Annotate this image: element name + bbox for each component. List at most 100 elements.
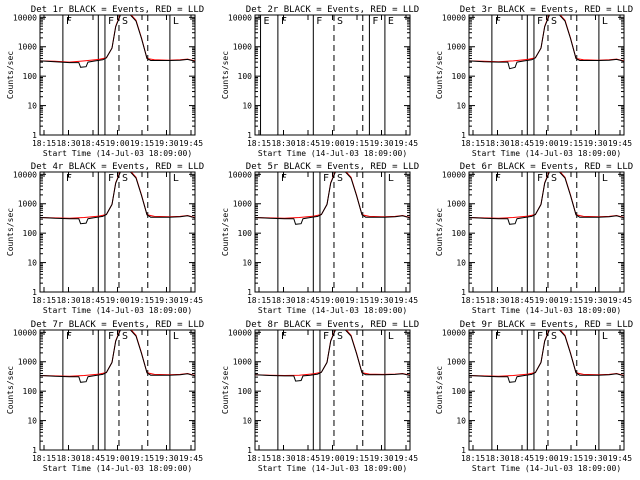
detector-panel: Det 7r BLACK = Events, RED = LLD 1 10 100 10… xyxy=(6,320,204,473)
interval-marker-label: L xyxy=(602,16,608,27)
y-axis-label: Counts/sec xyxy=(221,208,230,256)
y-tick-label: 10 xyxy=(27,259,37,268)
y-tick-label: 10 xyxy=(242,417,252,426)
detector-panel: Det 4r BLACK = Events, RED = LLD 1 10 100 10… xyxy=(6,162,204,315)
interval-marker-label: S xyxy=(551,331,557,342)
interval-marker-label: S xyxy=(337,16,343,27)
interval-marker-label: F xyxy=(323,331,329,342)
x-tick-label: 19:30 xyxy=(369,454,393,463)
x-tick-label: 18:45 xyxy=(510,454,534,463)
x-tick-label: 18:15 xyxy=(32,454,56,463)
x-tick-label: 19:45 xyxy=(179,139,203,148)
interval-marker-label: S xyxy=(337,331,343,342)
series-group xyxy=(469,15,624,70)
y-tick-label: 1 xyxy=(32,131,37,140)
x-tick-label: 19:45 xyxy=(179,296,203,305)
x-tick-label: 18:15 xyxy=(32,296,56,305)
y-tick-label: 100 xyxy=(452,229,467,238)
y-tick-label: 10 xyxy=(456,259,466,268)
x-tick-label: 19:00 xyxy=(105,139,129,148)
interval-marker-label: S xyxy=(551,16,557,27)
x-tick-label: 18:30 xyxy=(56,454,80,463)
plot-title: Det 9r BLACK = Events, RED = LLD xyxy=(460,320,633,330)
x-tick-label: 18:30 xyxy=(485,454,509,463)
interval-marker-label: L xyxy=(173,16,179,27)
x-tick-label: 19:30 xyxy=(583,454,607,463)
y-tick-label: 1000 xyxy=(233,200,252,209)
x-axis-label: Start Time (14-Jul-03 18:09:00) xyxy=(472,306,621,315)
interval-marker-label: L xyxy=(173,173,179,184)
y-axis-label: Counts/sec xyxy=(435,366,444,414)
x-axis-label: Start Time (14-Jul-03 18:09:00) xyxy=(43,149,192,158)
y-tick-label: 1000 xyxy=(18,43,37,52)
y-tick-label: 10000 xyxy=(442,170,466,179)
y-axis-label: Counts/sec xyxy=(221,51,230,99)
y-tick-label: 100 xyxy=(23,72,38,81)
y-tick-label: 1 xyxy=(32,446,37,455)
y-tick-label: 10000 xyxy=(13,328,37,337)
x-tick-label: 18:15 xyxy=(461,139,485,148)
x-axis-label: Start Time (14-Jul-03 18:09:00) xyxy=(472,149,621,158)
y-axis-label: Counts/sec xyxy=(6,208,15,256)
interval-marker-label: F xyxy=(66,16,72,27)
x-tick-label: 19:00 xyxy=(320,296,344,305)
y-tick-label: 10000 xyxy=(228,13,252,22)
interval-marker-label: F xyxy=(537,331,543,342)
x-tick-label: 18:30 xyxy=(56,296,80,305)
x-tick-label: 18:45 xyxy=(81,454,105,463)
x-tick-label: 19:30 xyxy=(369,139,393,148)
interval-marker-label: F xyxy=(372,16,378,27)
x-tick-label: 19:00 xyxy=(534,454,558,463)
x-tick-label: 19:15 xyxy=(559,454,583,463)
x-tick-label: 19:15 xyxy=(130,454,154,463)
interval-marker-label: F xyxy=(281,331,287,342)
y-tick-label: 10000 xyxy=(442,13,466,22)
y-tick-label: 1000 xyxy=(447,358,466,367)
x-axis-label: Start Time (14-Jul-03 18:09:00) xyxy=(258,464,407,473)
x-tick-label: 18:30 xyxy=(485,139,509,148)
x-tick-label: 19:15 xyxy=(345,454,369,463)
y-tick-label: 1 xyxy=(247,446,252,455)
y-tick-label: 10 xyxy=(242,102,252,111)
interval-marker-label: F xyxy=(281,173,287,184)
y-tick-label: 10000 xyxy=(228,170,252,179)
series-group xyxy=(469,330,624,383)
interval-marker-label: F xyxy=(495,331,501,342)
series-group xyxy=(469,172,624,225)
plot-title: Det 8r BLACK = Events, RED = LLD xyxy=(246,320,419,330)
x-tick-label: 19:30 xyxy=(154,454,178,463)
y-tick-label: 1000 xyxy=(18,358,37,367)
interval-marker-label: F xyxy=(537,16,543,27)
y-tick-label: 10 xyxy=(27,102,37,111)
events-rate-line xyxy=(469,15,624,70)
y-axis-label: Counts/sec xyxy=(435,51,444,99)
y-axis-label: Counts/sec xyxy=(6,51,15,99)
x-tick-label: 18:30 xyxy=(271,454,295,463)
interval-marker-label: S xyxy=(122,173,128,184)
interval-marker-label: F xyxy=(495,16,501,27)
x-tick-label: 19:15 xyxy=(345,139,369,148)
interval-marker-label: S xyxy=(122,16,128,27)
x-tick-label: 19:45 xyxy=(608,454,632,463)
y-tick-label: 1 xyxy=(461,288,466,297)
events-rate-line xyxy=(469,172,624,225)
x-tick-label: 18:45 xyxy=(510,139,534,148)
x-tick-label: 18:45 xyxy=(296,139,320,148)
x-tick-label: 19:30 xyxy=(583,296,607,305)
y-tick-label: 100 xyxy=(238,229,253,238)
events-rate-line xyxy=(469,330,624,383)
y-tick-label: 100 xyxy=(23,229,38,238)
interval-marker-label: F xyxy=(66,331,72,342)
interval-marker-label: F xyxy=(316,16,322,27)
interval-marker-label: F xyxy=(281,16,287,27)
x-axis-label: Start Time (14-Jul-03 18:09:00) xyxy=(43,464,192,473)
x-tick-label: 18:15 xyxy=(247,454,271,463)
detector-panel: Det 1r BLACK = Events, RED = LLD 1 10 100 10… xyxy=(6,5,204,158)
x-tick-label: 19:45 xyxy=(394,454,418,463)
y-tick-label: 1000 xyxy=(18,200,37,209)
y-tick-label: 100 xyxy=(23,387,38,396)
interval-marker-label: F xyxy=(108,331,114,342)
y-tick-label: 1000 xyxy=(233,358,252,367)
detector-panel: Det 6r BLACK = Events, RED = LLD 1 10 100 10… xyxy=(435,162,633,315)
